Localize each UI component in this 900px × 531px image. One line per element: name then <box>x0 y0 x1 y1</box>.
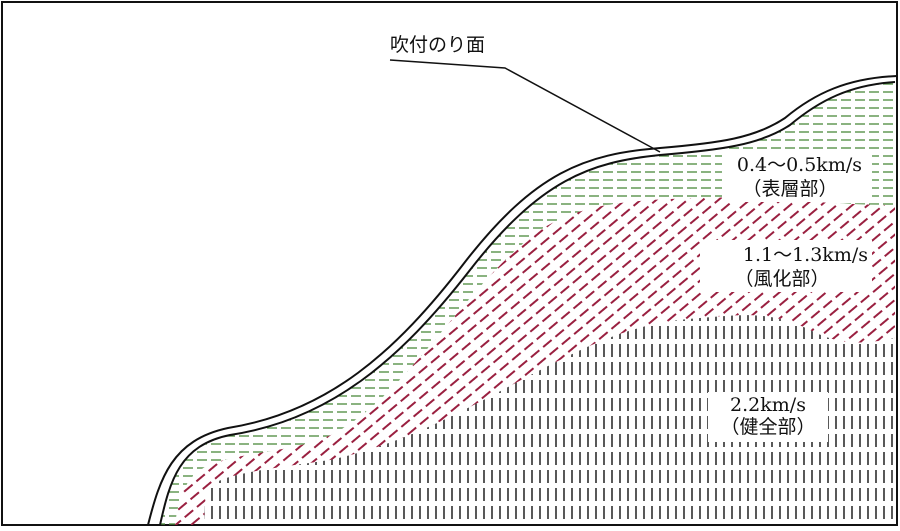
label-bg <box>708 392 828 442</box>
sound-layer <box>204 315 895 525</box>
label-bg <box>722 152 872 202</box>
layer-velocity: 2.2km/s <box>730 394 806 416</box>
leader-line <box>389 59 661 153</box>
layer-velocity: 1.1～1.3km/s <box>743 244 868 266</box>
layer-name: （表層部） <box>742 178 837 200</box>
layer-name: （健全部） <box>720 416 815 438</box>
layer-name: （風化部） <box>734 268 829 290</box>
surface-layer <box>160 82 895 525</box>
layer-velocity: 0.4～0.5km/s <box>737 154 862 176</box>
slope-surface <box>147 75 898 526</box>
slope-surface-inner <box>159 81 896 526</box>
callout-label: 吹付のり面 <box>390 34 485 56</box>
label-bg <box>700 240 872 292</box>
